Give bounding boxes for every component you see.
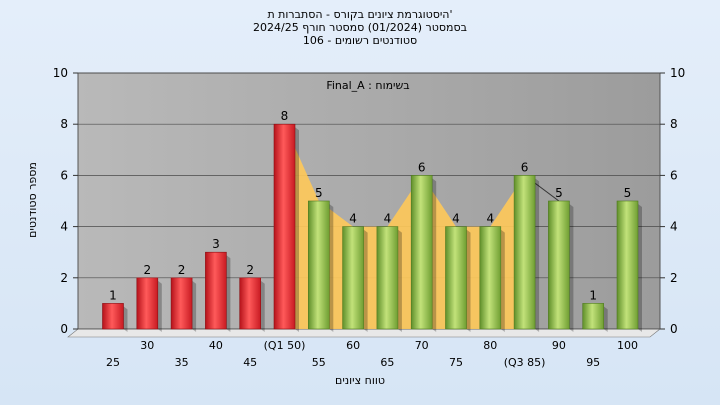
bar-value-label: 2 [178, 263, 186, 277]
x-tick-label: 75 [449, 356, 463, 369]
bar-value-label: 1 [589, 288, 597, 302]
bar-shadow [535, 178, 540, 332]
y-tick-label-right: 6 [670, 168, 678, 182]
y-tick-label-left: 10 [53, 66, 68, 80]
bar-value-label: 1 [109, 288, 117, 302]
bar-value-label: 4 [486, 212, 494, 226]
x-axis-label: טווח ציונים [335, 374, 385, 387]
bar-value-label: 5 [624, 186, 632, 200]
x-tick-label: 100 [617, 339, 638, 352]
bar-shadow [329, 204, 334, 332]
x-tick-label: 65 [380, 356, 394, 369]
x-tick-label: 95 [586, 356, 600, 369]
bar-shadow [638, 204, 642, 332]
bar-value-label: 5 [315, 186, 323, 200]
x-tick-label: (Q1 50) [264, 339, 306, 352]
y-tick-label-right: 4 [670, 220, 678, 234]
bar [205, 251, 227, 330]
bar [582, 303, 605, 330]
bar [616, 200, 639, 330]
x-tick-label: (Q3 85) [504, 356, 546, 369]
bar-value-label: 8 [281, 109, 289, 123]
chart-annotation: Final_A : בשימוח [326, 79, 409, 92]
bar [342, 226, 364, 330]
bar [307, 200, 330, 330]
bar-shadow [226, 255, 231, 332]
bar-shadow [295, 127, 299, 332]
bar [479, 226, 502, 330]
x-tick-label: 25 [106, 356, 120, 369]
y-tick-label-right: 0 [670, 322, 678, 336]
y-tick-label-left: 4 [60, 220, 68, 234]
chart-title-line-2: בסמסטר (01/2024) סמסטר חורף 2024/25 [253, 21, 467, 34]
bar-value-label: 2 [246, 263, 254, 277]
bar-shadow [569, 204, 574, 332]
bar-shadow [260, 280, 265, 332]
bar-shadow [432, 178, 437, 332]
bar-shadow [157, 280, 162, 332]
bar [102, 303, 124, 330]
bar-value-label: 6 [418, 160, 426, 174]
bar-shadow [466, 229, 471, 332]
x-tick-label: 55 [312, 356, 326, 369]
x-tick-label: 45 [243, 356, 257, 369]
bar [548, 200, 570, 330]
x-tick-label: 70 [415, 339, 429, 352]
y-tick-label-left: 2 [60, 271, 68, 285]
bar-value-label: 5 [555, 186, 563, 200]
bar [513, 175, 536, 330]
x-tick-label: 35 [175, 356, 189, 369]
chart-title-line-3: סטודנטים רשומים - 106 [302, 34, 418, 47]
bar-value-label: 3 [212, 237, 220, 251]
x-tick-label: 30 [140, 339, 154, 352]
x-tick-label: 90 [552, 339, 566, 352]
bar [136, 277, 159, 330]
bar [410, 175, 433, 330]
chart-title-line-1: היסטוגרמת ציונים בקורס - הסתברות ת' [267, 8, 453, 21]
bar-value-label: 4 [349, 212, 357, 226]
bar-shadow [603, 306, 608, 332]
y-tick-label-left: 8 [60, 117, 68, 131]
bar-value-label: 4 [384, 212, 392, 226]
bar [239, 277, 261, 330]
y-tick-label-right: 2 [670, 271, 678, 285]
bar-shadow [192, 280, 197, 332]
x-tick-label: 40 [209, 339, 223, 352]
x-tick-label: 60 [346, 339, 360, 352]
bar-shadow [500, 229, 505, 332]
bar [273, 123, 296, 330]
bar [376, 226, 399, 330]
bar-shadow [363, 229, 368, 332]
y-axis-label: מספר סטודנטים [26, 162, 39, 238]
bar-value-label: 4 [452, 212, 460, 226]
bar-shadow [397, 229, 402, 332]
bar [445, 226, 467, 330]
bar-value-label: 2 [143, 263, 151, 277]
y-tick-label-right: 8 [670, 117, 678, 131]
y-tick-label-right: 10 [670, 66, 685, 80]
bar-shadow [123, 306, 128, 332]
x-tick-label: 80 [483, 339, 497, 352]
y-tick-label-left: 0 [60, 322, 68, 336]
y-tick-label-left: 6 [60, 168, 68, 182]
bar [170, 277, 193, 330]
bar-value-label: 6 [521, 160, 529, 174]
